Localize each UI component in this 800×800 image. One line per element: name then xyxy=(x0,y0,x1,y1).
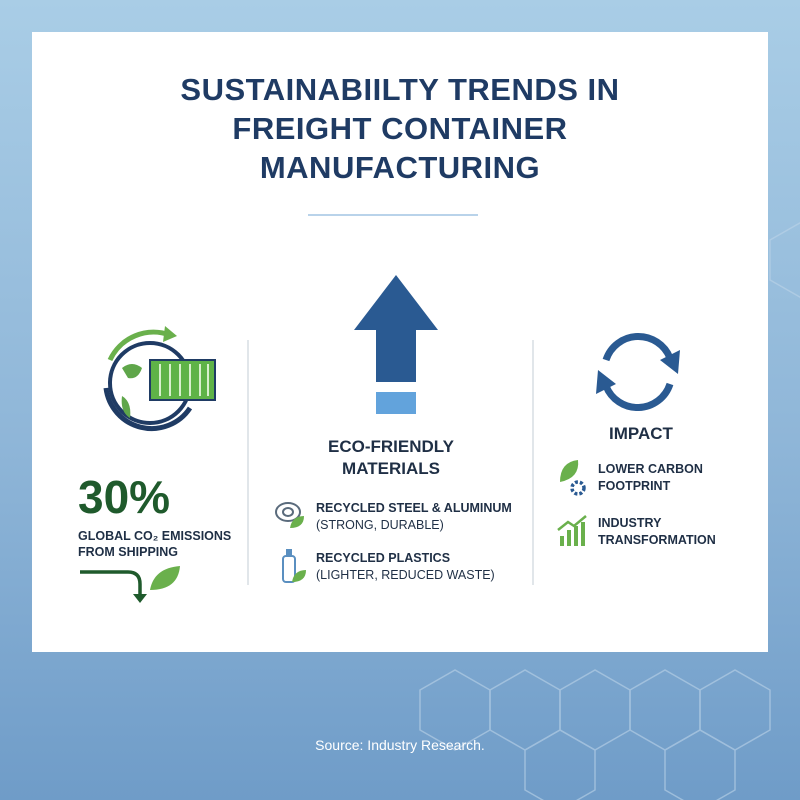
stat-label: GLOBAL CO₂ EMISSIONS xyxy=(78,529,232,543)
title-line: FREIGHT CONTAINER xyxy=(232,111,568,146)
stat-value: 30% xyxy=(78,471,171,523)
section-heading: ECO-FRIENDLY xyxy=(328,437,454,456)
impact-item: INDUSTRY xyxy=(598,516,662,530)
decrease-icon xyxy=(80,566,180,603)
source-note: Source: Industry Research. xyxy=(315,737,485,753)
up-arrow-icon xyxy=(354,275,438,414)
title-line: SUSTAINABIILTY TRENDS IN xyxy=(180,72,620,107)
cycle-icon xyxy=(602,332,674,412)
stat-label: FROM SHIPPING xyxy=(78,545,179,559)
item-detail: (STRONG, DURABLE) xyxy=(316,518,444,532)
section-heading: MATERIALS xyxy=(342,459,440,478)
impact-item: LOWER CARBON xyxy=(598,462,703,476)
hexagon-pattern xyxy=(419,221,800,800)
item-name: RECYCLED STEEL & ALUMINUM xyxy=(316,501,512,515)
title-line: MANUFACTURING xyxy=(259,150,541,185)
section-heading: IMPACT xyxy=(609,424,673,443)
metal-icon xyxy=(275,502,304,528)
cycle-arrowheads xyxy=(596,350,680,394)
globe-icon xyxy=(103,326,216,432)
leaf-gear-icon xyxy=(560,460,586,496)
item-name: RECYCLED PLASTICS xyxy=(316,551,451,565)
impact-item: FOOTPRINT xyxy=(598,479,671,493)
growth-icon xyxy=(557,515,587,546)
impact-item: TRANSFORMATION xyxy=(598,533,716,547)
bottle-icon xyxy=(282,549,306,583)
item-detail: (LIGHTER, REDUCED WASTE) xyxy=(316,568,495,582)
